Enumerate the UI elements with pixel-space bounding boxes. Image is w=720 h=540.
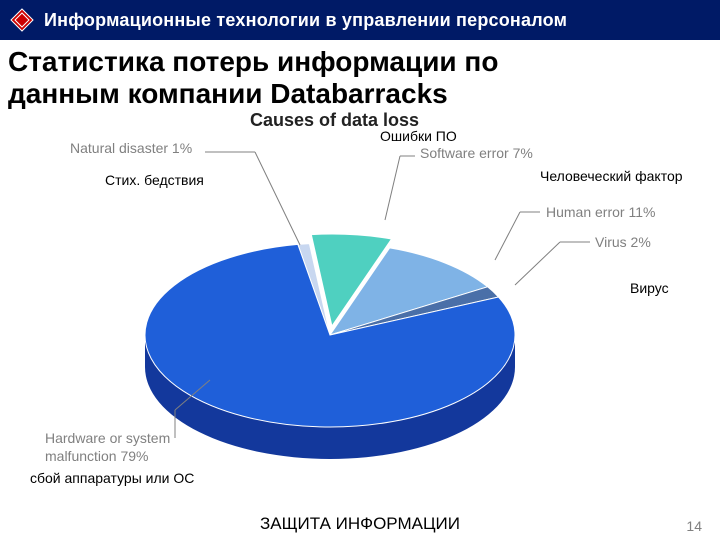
pie-chart: Causes of data loss Natural disaster 1% … <box>0 110 720 510</box>
footer-title: ЗАЩИТА ИНФОРМАЦИИ <box>0 514 720 534</box>
label-ru-virus: Вирус <box>630 280 669 296</box>
page-title: Статистика потерь информации по данным к… <box>0 40 720 110</box>
label-ru-software-error: Ошибки ПО <box>380 128 457 144</box>
label-en-human-error: Human error 11% <box>546 204 655 220</box>
label-en-hardware-line1: Hardware or system <box>45 430 170 446</box>
label-en-software-error: Software error 7% <box>420 145 533 161</box>
page-title-line1: Статистика потерь информации по <box>8 46 708 78</box>
label-ru-natural-disaster: Стих. бедствия <box>105 172 204 188</box>
logo-icon <box>10 8 34 32</box>
header-title: Информационные технологии в управлении п… <box>44 10 567 31</box>
footer: ЗАЩИТА ИНФОРМАЦИИ 14 <box>0 510 720 540</box>
label-ru-hardware: сбой аппаратуры или ОС <box>30 470 194 486</box>
label-ru-human-error: Человеческий фактор <box>540 168 683 184</box>
label-en-hardware-line2: malfunction 79% <box>45 448 149 464</box>
label-en-virus: Virus 2% <box>595 234 651 250</box>
label-en-natural-disaster: Natural disaster 1% <box>70 140 192 156</box>
page-number: 14 <box>686 518 702 534</box>
page-title-line2: данным компании Databarracks <box>8 78 708 110</box>
header-bar: Информационные технологии в управлении п… <box>0 0 720 40</box>
